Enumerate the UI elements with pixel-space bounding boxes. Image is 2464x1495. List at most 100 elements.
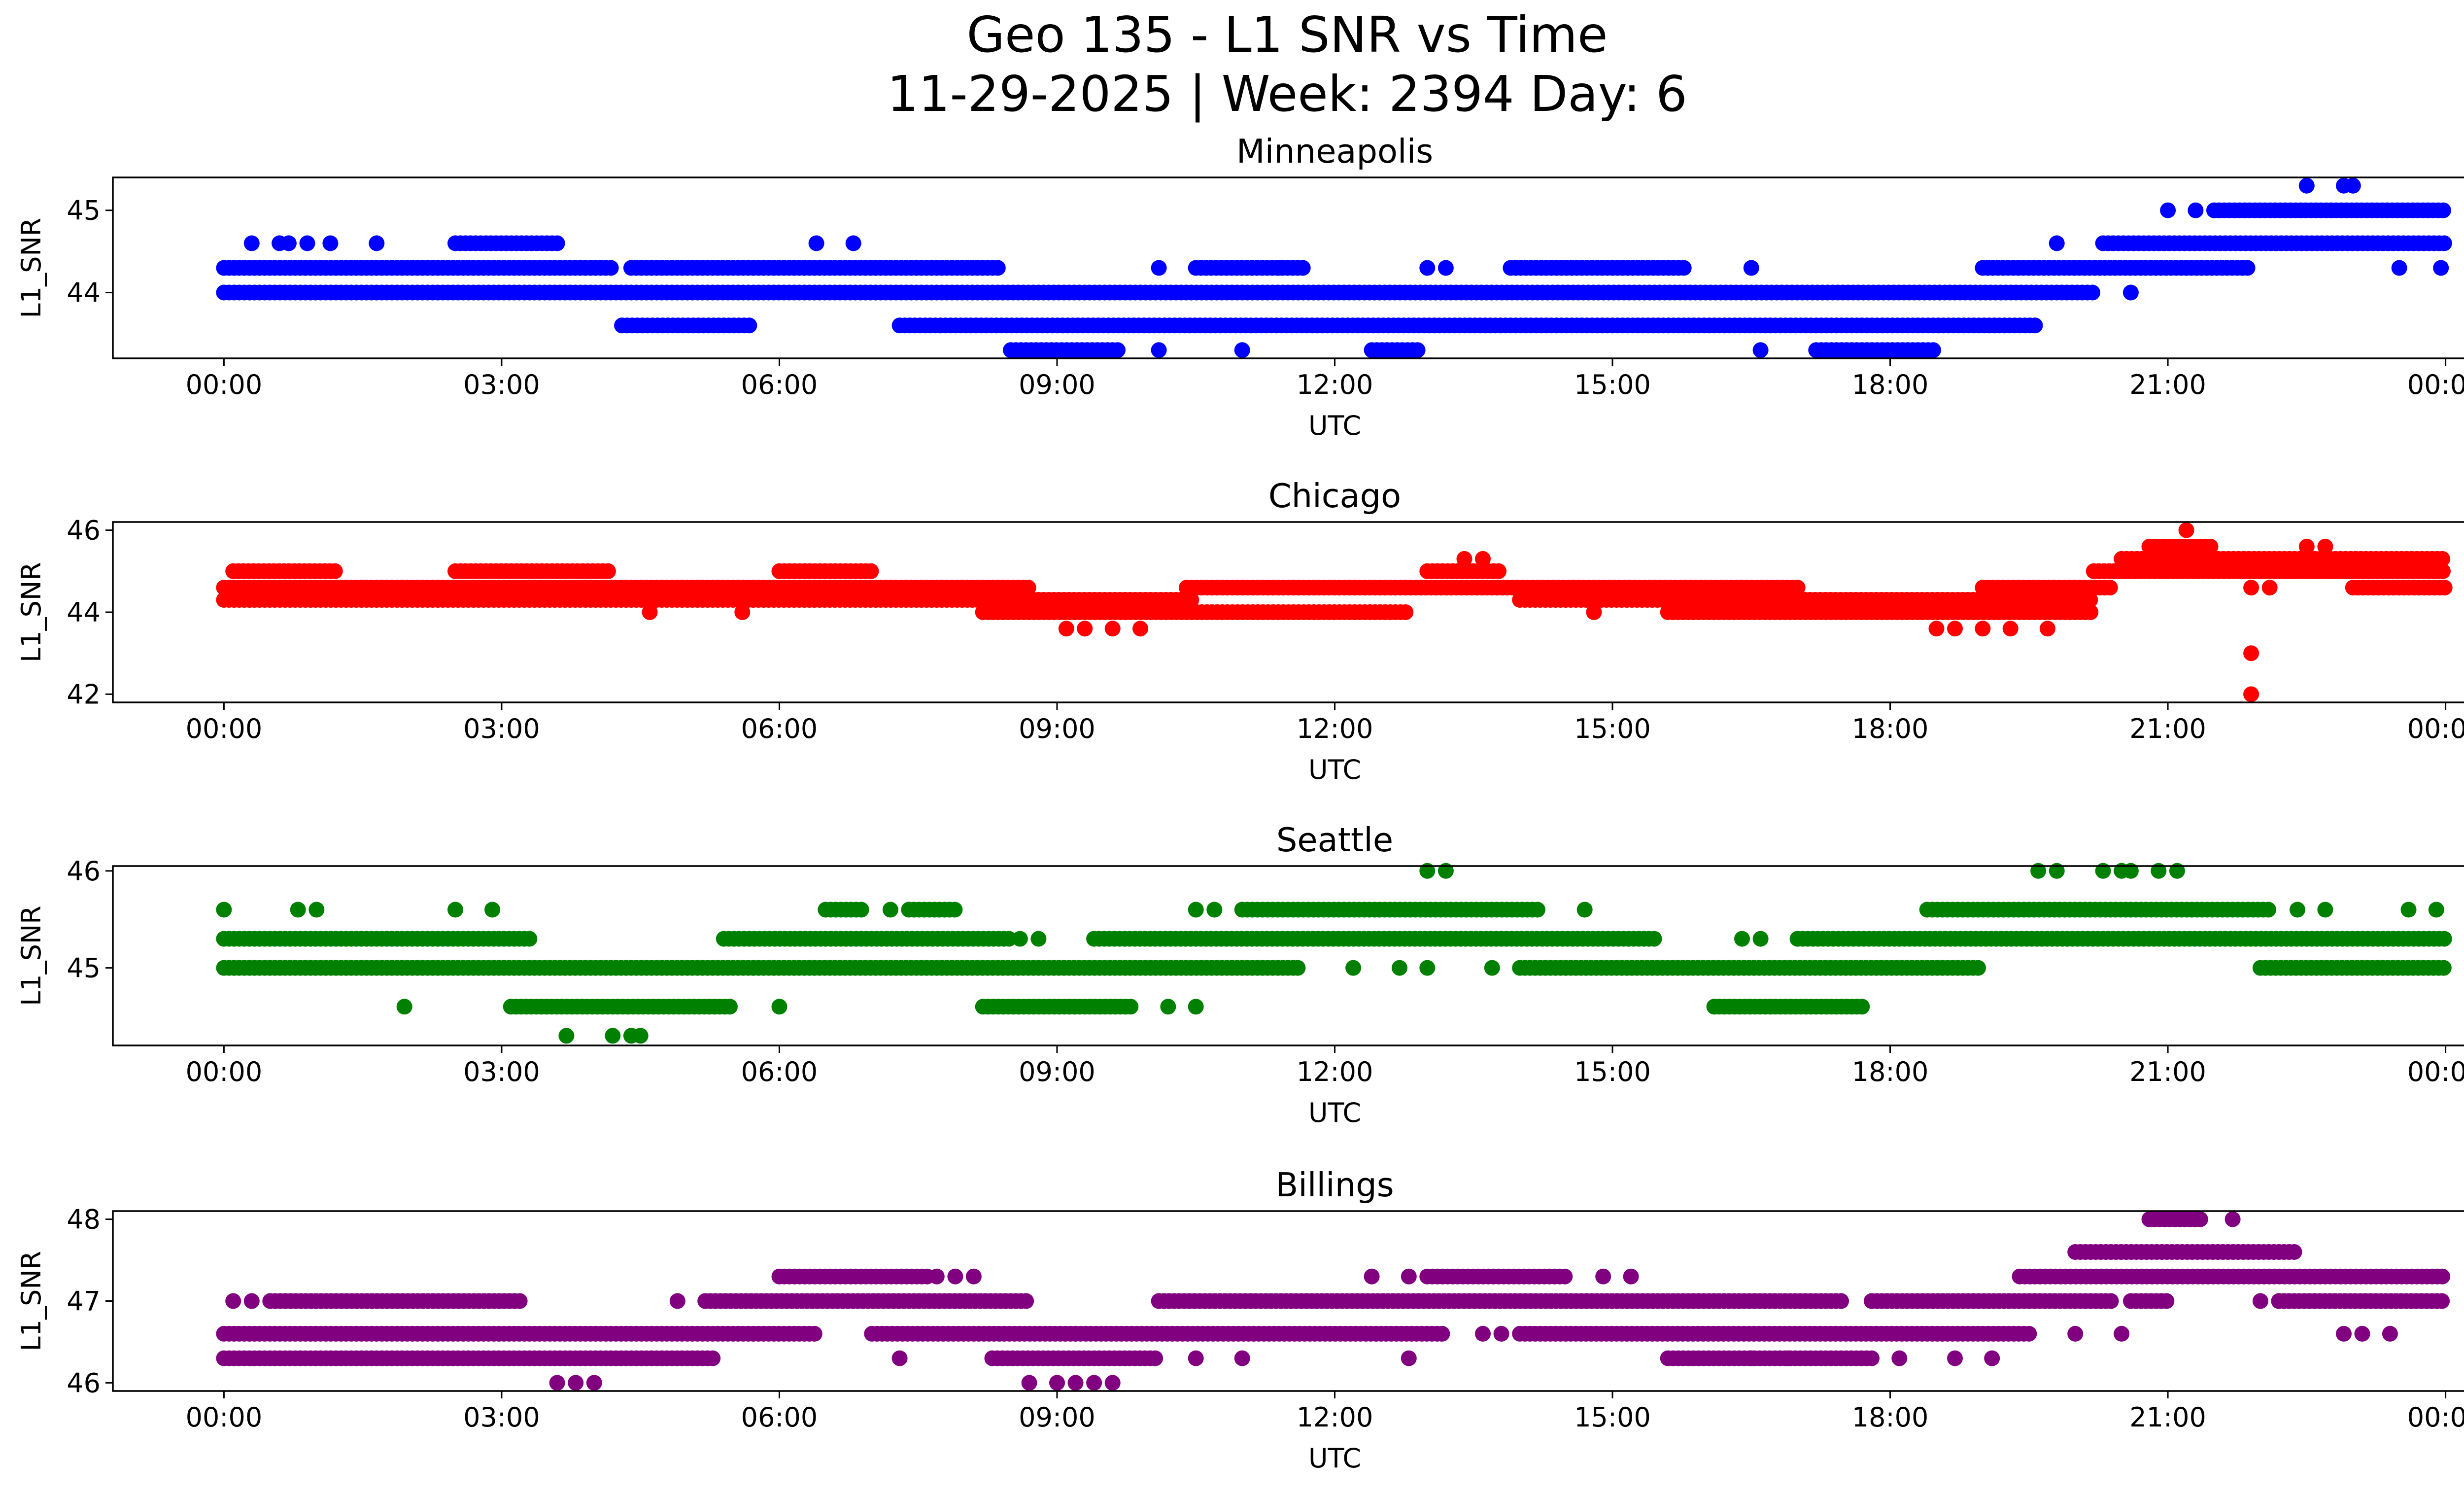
y-tick-label: 45 (67, 953, 101, 984)
y-tick-label: 47 (67, 1286, 101, 1317)
x-axis-label: UTC (1308, 410, 1361, 441)
x-tick-label: 03:00 (463, 713, 540, 744)
data-point (1271, 260, 1287, 276)
data-point (2151, 863, 2167, 879)
data-point (1021, 1375, 1037, 1391)
data-point (2436, 580, 2453, 596)
data-point (1891, 1350, 1908, 1366)
data-point (2336, 1325, 2352, 1342)
data-point (1067, 1375, 1084, 1391)
data-point (947, 1268, 963, 1285)
data-point (947, 902, 963, 918)
data-point (2095, 863, 2111, 879)
data-point (1734, 931, 1750, 947)
data-point (928, 1268, 945, 1285)
data-point (2049, 235, 2065, 251)
data-point (1595, 1268, 1611, 1285)
data-point (2160, 202, 2176, 218)
y-tick-label: 44 (67, 278, 101, 309)
data-point (1437, 863, 1454, 879)
data-point (2192, 1211, 2208, 1227)
data-point (1104, 1375, 1121, 1391)
data-point (2243, 686, 2259, 702)
data-point (2435, 202, 2451, 218)
x-tick-label: 18:00 (1852, 369, 1929, 400)
data-point (2400, 902, 2417, 918)
data-point (632, 1028, 649, 1044)
x-tick-label: 21:00 (2129, 1056, 2206, 1087)
data-point (1234, 342, 1250, 358)
x-axis-label: UTC (1308, 1097, 1361, 1128)
data-point (216, 902, 232, 918)
data-point (2290, 902, 2305, 918)
data-point (1401, 1268, 1417, 1285)
data-point (1833, 1293, 1849, 1309)
data-point (1928, 621, 1945, 637)
data-point (2122, 863, 2139, 879)
subplot-title: Chicago (1268, 477, 1401, 515)
data-point (2030, 863, 2047, 879)
x-tick-label: 00:00 (2407, 1402, 2464, 1433)
data-point (2158, 1293, 2175, 1309)
data-point (1183, 592, 1199, 608)
data-point (1392, 960, 1407, 976)
data-point (1364, 1268, 1380, 1285)
y-axis-label: L1_SNR (16, 562, 47, 662)
data-point (2083, 604, 2099, 620)
data-point (1020, 580, 1036, 596)
data-point (642, 604, 658, 620)
y-tick-label: 46 (67, 856, 101, 887)
data-point (1419, 960, 1436, 976)
data-point (2436, 235, 2452, 251)
y-axis-label: L1_SNR (16, 905, 47, 1006)
x-tick-label: 12:00 (1297, 1402, 1373, 1433)
data-point (1188, 999, 1204, 1015)
data-point (1295, 260, 1311, 276)
subplot-title: Seattle (1276, 821, 1393, 859)
data-point (1623, 1268, 1639, 1285)
data-point (1854, 999, 1870, 1015)
data-point (2434, 551, 2450, 567)
data-point (2102, 580, 2118, 596)
data-point (2436, 931, 2452, 947)
data-point (1104, 621, 1121, 637)
data-point (1086, 1375, 1102, 1391)
data-point (2103, 1293, 2119, 1309)
x-tick-label: 00:00 (2407, 713, 2464, 744)
x-tick-label: 12:00 (1297, 1056, 1373, 1087)
data-point (669, 1293, 685, 1309)
data-point (600, 563, 616, 579)
data-point (2435, 563, 2451, 579)
x-tick-label: 06:00 (741, 1402, 818, 1433)
data-point (2252, 1293, 2268, 1309)
data-point (1743, 260, 1759, 276)
data-point (243, 1293, 260, 1309)
data-point (2082, 592, 2098, 608)
subplot-chicago: Chicago 00:00 03:00 06:00 09:00 12:00 15:00 18:… (16, 477, 2464, 785)
data-point (2243, 580, 2259, 596)
data-point (2243, 645, 2259, 661)
data-point (1557, 1268, 1573, 1285)
data-point (1049, 1375, 1065, 1391)
data-point (1434, 1325, 1450, 1342)
x-tick-label: 18:00 (1852, 713, 1929, 744)
data-point (1576, 902, 1593, 918)
data-point (1789, 931, 1806, 947)
data-point (1030, 931, 1047, 947)
data-point (1493, 1325, 1509, 1342)
data-point (845, 235, 861, 251)
data-point (1012, 931, 1028, 947)
data-point (1151, 342, 1167, 358)
x-tick-label: 00:00 (2407, 369, 2464, 400)
x-axis-label: UTC (1308, 1443, 1361, 1474)
y-tick-label: 44 (67, 597, 101, 628)
data-point (1110, 342, 1126, 358)
y-tick-label: 46 (67, 1367, 101, 1398)
data-point (586, 1375, 602, 1391)
x-tick-label: 18:00 (1852, 1056, 1929, 1087)
data-point (603, 260, 619, 276)
data-point (1743, 1350, 1759, 1366)
data-point (1970, 960, 1986, 976)
data-point (2224, 1211, 2241, 1227)
